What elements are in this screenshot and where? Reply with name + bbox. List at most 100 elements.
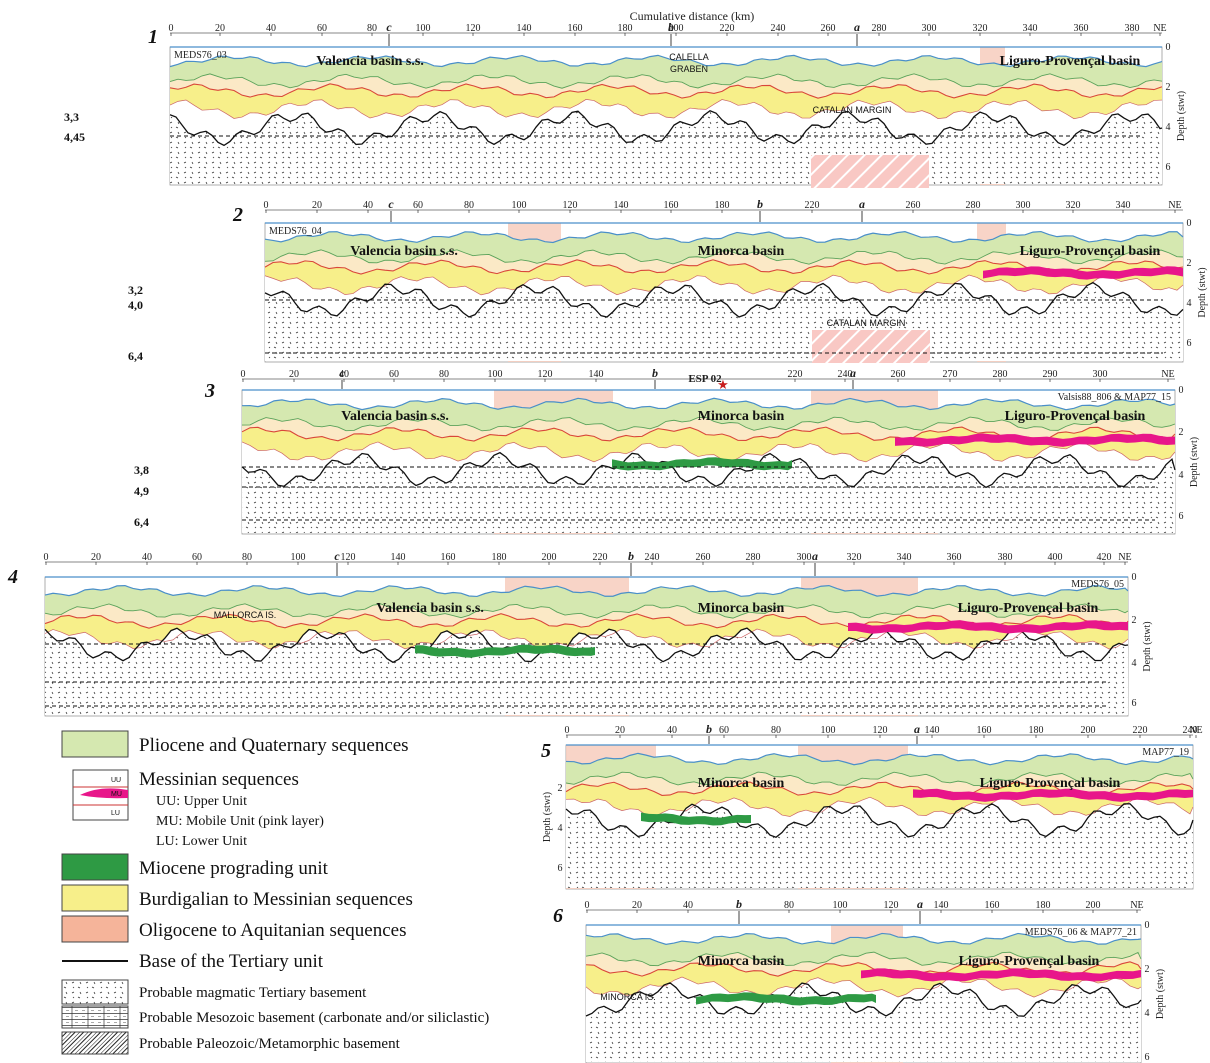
section-6: 0 20 40 80 100 120 140 160 180 200 NEb a6MEDS76_06 …: [553, 897, 1166, 1063]
legend-swatch-paleozoic: [61, 1031, 129, 1055]
axis-tick-label: 120: [563, 200, 578, 211]
depth-tick-label: 6: [1145, 1052, 1150, 1063]
marker-label-b: b: [736, 897, 742, 911]
axis-tick-label: 100: [291, 552, 306, 563]
axis-tick-label: 60: [317, 23, 327, 34]
axis-tick-label: NE: [1189, 725, 1202, 736]
messinian-layer: [566, 772, 1193, 796]
basin-label: Minorca basin: [698, 409, 785, 424]
axis-tick-label: 270: [943, 369, 958, 380]
axis-tick-label: 60: [192, 552, 202, 563]
axis-tick-label: 80: [784, 900, 794, 911]
depth-tick-label: 4: [558, 823, 563, 834]
marker-label-b: b: [706, 722, 712, 736]
marker-label-c: c: [386, 20, 392, 34]
seismic-line-name: MEDS76_05: [1071, 579, 1124, 590]
axis-tick-label: 60: [719, 725, 729, 736]
messinian-layer: [170, 73, 1162, 99]
well-star-icon: ★: [717, 377, 729, 392]
section-2: 0 20 40 60 80 100 120 140 160 180 220 260 280 300 320 3…: [128, 197, 1208, 363]
axis-tick-label: 120: [884, 900, 899, 911]
well-label: ESP 02: [688, 373, 722, 385]
basin-label: Valencia basin s.s.: [376, 601, 484, 616]
axis-tick-label: NE: [1118, 552, 1131, 563]
depth-tick-label: 4: [1187, 298, 1192, 309]
axis-tick-label: 180: [492, 552, 507, 563]
basement-magmatic: [242, 452, 1175, 533]
legend-paleozoic: Probable Paleozoic/Metamorphic basement: [139, 1036, 401, 1052]
legend: Pliocene and Quaternary sequences UU MU …: [61, 730, 489, 1055]
axis-tick-label: 40: [266, 23, 276, 34]
top-axis-title: Cumulative distance (km): [630, 9, 755, 23]
miocene-prograding-layer: [415, 644, 595, 658]
axis-tick-label: 140: [391, 552, 406, 563]
depth-label: 3,2: [128, 283, 143, 297]
axis-tick-label: 290: [1043, 369, 1058, 380]
axis-tick-label: 160: [664, 200, 679, 211]
depth-tick-label: 2: [1145, 964, 1150, 975]
plio-quaternary-layer: [265, 231, 1183, 265]
depth-label: 6,4: [128, 349, 143, 363]
axis-tick-label: 240: [771, 23, 786, 34]
basin-label: Minorca basin: [698, 954, 785, 969]
legend-swatch-oligo: [61, 915, 129, 943]
basement-magmatic: [586, 982, 1141, 1062]
axis-tick-label: 220: [805, 200, 820, 211]
axis-tick-label: 300: [1016, 200, 1031, 211]
basement-gap: [265, 275, 1183, 318]
axis-tick-label: 80: [367, 23, 377, 34]
legend-messinian: Messinian sequences: [139, 769, 299, 790]
basin-label: Minorca basin: [698, 601, 785, 616]
plio-quaternary-layer: [586, 933, 1141, 966]
legend-swatch-mesozoic: [61, 1005, 129, 1029]
seafloor-line: [565, 752, 1194, 766]
legend-box-uu: UU: [111, 777, 121, 784]
axis-tick-label: 20: [215, 23, 225, 34]
legend-swatch-magmatic: [61, 979, 129, 1005]
axis-tick-label: 0: [585, 900, 590, 911]
axis-tick-label: 100: [821, 725, 836, 736]
axis-tick-label: 40: [683, 900, 693, 911]
axis-tick-label: 100: [488, 369, 503, 380]
legend-swatch-miocene: [61, 853, 129, 881]
axis-tick-label: 300: [797, 552, 812, 563]
axis-tick-label: 300: [1093, 369, 1108, 380]
depth-tick-label: 6: [1187, 338, 1192, 349]
axis-tick-label: 140: [925, 725, 940, 736]
axis-tick-label: 100: [512, 200, 527, 211]
depth-label: 4,0: [128, 298, 143, 312]
section-number: 6: [553, 905, 563, 927]
seafloor-line: [241, 397, 1176, 411]
legend-base: Base of the Tertiary unit: [139, 951, 324, 972]
legend-swatch-burdig: [61, 884, 129, 912]
legend-uu: UU: Upper Unit: [156, 794, 247, 809]
axis-tick-label: 160: [568, 23, 583, 34]
mobile-unit-layer: [895, 433, 1175, 447]
miocene-prograding-layer: [696, 992, 876, 1006]
axis-tick-label: 300: [922, 23, 937, 34]
basin-label: Minorca basin: [698, 244, 785, 259]
section-4: 0 20 40 60 80 100 120 140 160 180 200 220 240 260 280 3…: [7, 549, 1153, 717]
marker-label-b: b: [757, 197, 763, 211]
axis-tick-label: 360: [1074, 23, 1089, 34]
section-number: 4: [7, 566, 18, 588]
axis-tick-label: 280: [872, 23, 887, 34]
axis-tick-label: 220: [593, 552, 608, 563]
hatched-zone: [811, 155, 929, 188]
depth-tick-label: 4: [1132, 658, 1137, 669]
axis-tick-label: 60: [413, 200, 423, 211]
depth-label: 4,9: [134, 484, 149, 498]
marker-label-c: c: [388, 197, 394, 211]
burdigalian-line: [169, 99, 1163, 120]
axis-tick-label: 20: [312, 200, 322, 211]
axis-tick-label: 140: [934, 900, 949, 911]
mobile-unit-layer: [861, 968, 1141, 982]
axis-tick-label: 340: [897, 552, 912, 563]
seismic-line-name: MEDS76_06 & MAP77_21: [1025, 927, 1137, 938]
axis-tick-label: 240: [838, 369, 853, 380]
plio-base-line: [169, 73, 1163, 89]
axis-tick-label: 180: [1036, 900, 1051, 911]
axis-tick-label: 60: [389, 369, 399, 380]
axis-tick-label: 400: [1048, 552, 1063, 563]
